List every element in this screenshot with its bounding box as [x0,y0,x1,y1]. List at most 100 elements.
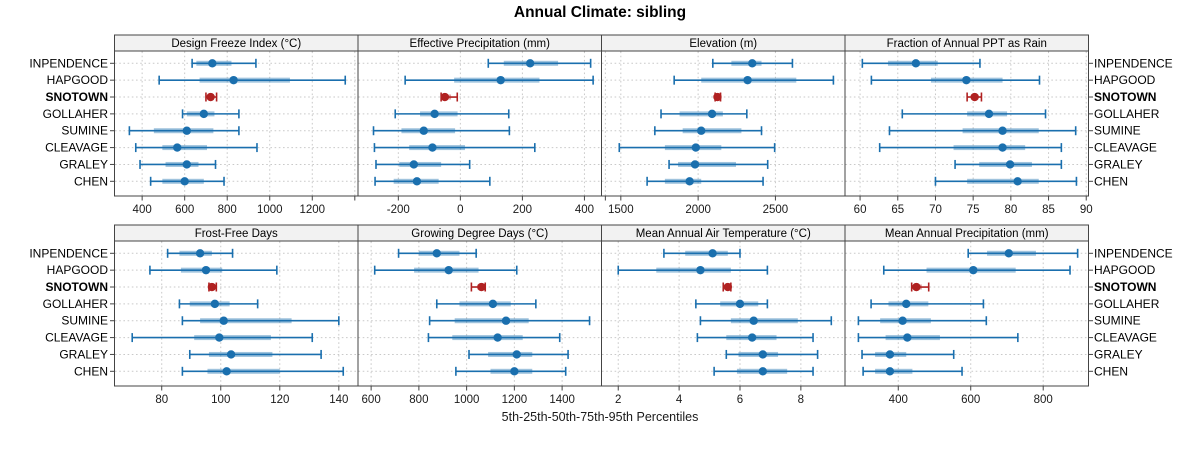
station-label-left: SNOTOWN [46,280,108,294]
x-tick-label: 60 [854,204,867,216]
median-dot [969,265,978,275]
median-dot [912,282,921,292]
median-dot [229,75,238,85]
x-tick-label: 800 [218,204,237,216]
median-dot [903,333,912,342]
x-tick-label: 800 [1034,394,1053,406]
median-dot [195,249,205,258]
median-dot [510,367,519,376]
station-label-right: CHEN [1094,364,1128,378]
median-dot [432,249,441,258]
iqr-band [409,145,466,151]
panel-body [114,50,359,197]
median-dot [182,160,192,169]
station-label-left: CHEN [74,364,108,378]
station-label-left: GRALEY [59,157,108,171]
median-dot [984,109,994,119]
x-tick-label: 80 [1004,204,1017,216]
x-tick-label: 200 [513,204,532,216]
median-dot [206,92,215,102]
x-tick-label: 90 [1080,204,1093,216]
x-tick-label: 120 [270,394,289,406]
median-dot [685,177,694,186]
iqr-band [454,318,529,324]
median-dot [428,143,437,152]
x-tick-label: 1000 [454,394,480,406]
station-label-right: CHEN [1094,174,1128,188]
median-dot [182,126,192,135]
median-dot [758,367,768,376]
median-dot [501,316,511,325]
iqr-band [738,351,779,357]
median-dot [440,92,450,102]
station-label-right: HAPGOOD [1094,73,1156,87]
median-dot [735,299,745,309]
median-dot [477,282,486,292]
panel-strip-title: Frost-Free Days [195,228,278,240]
iqr-band [953,145,1026,151]
station-label-left: CLEAVAGE [45,331,108,345]
x-tick-label: 1200 [299,204,325,216]
median-dot [713,92,722,102]
median-dot [430,109,439,119]
x-tick-label: 85 [1042,204,1055,216]
x-tick-label: 80 [155,394,168,406]
median-dot [180,177,189,186]
median-dot [493,333,502,342]
station-label-left: CLEAVAGE [45,141,108,155]
panel-body [601,240,846,387]
median-dot [488,299,498,309]
median-dot [697,126,706,135]
panel-strip-title: Mean Annual Precipitation (mm) [885,228,1049,240]
station-label-left: SUMINE [61,124,108,138]
median-dot [226,350,236,359]
median-dot [1013,177,1022,186]
iqr-band [199,77,290,83]
median-dot [998,143,1007,152]
station-label-right: GOLLAHER [1094,107,1160,121]
panel-strip-title: Effective Precipitation (mm) [410,38,551,50]
station-label-left: GRALEY [59,347,108,361]
station-label-right: INPENDENCE [1094,56,1173,70]
x-tick-label: 600 [362,394,381,406]
panel-body [357,240,602,387]
station-label-right: CLEAVAGE [1094,141,1157,155]
median-dot [173,143,182,152]
median-dot [199,109,209,119]
iqr-band [967,178,1039,184]
median-dot [409,160,419,169]
iqr-band [162,145,208,151]
median-dot [747,333,757,342]
iqr-band [180,267,223,273]
station-label-right: SUMINE [1094,124,1141,138]
panel-body [114,240,359,387]
iqr-band [179,250,212,256]
median-dot [525,59,535,68]
iqr-band [685,250,728,256]
iqr-band [488,351,533,357]
panel-body [357,50,602,197]
x-tick-label: -200 [387,204,410,216]
station-label-left: INPENDENCE [29,56,108,70]
x-tick-label: 65 [891,204,904,216]
x-tick-label: 600 [175,204,194,216]
x-tick-label: 600 [961,394,980,406]
median-dot [219,316,228,325]
median-dot [419,126,428,135]
median-dot [707,109,717,119]
station-label-right: GRALEY [1094,347,1143,361]
iqr-band [678,161,737,167]
median-dot [210,299,220,309]
station-label-left: HAPGOOD [47,73,109,87]
panel-body [601,50,846,197]
median-dot [444,265,453,275]
panel-strip-title: Mean Annual Air Temperature (°C) [636,228,811,240]
panel-body [844,240,1089,387]
iqr-band [656,267,731,273]
station-label-left: INPENDENCE [29,246,108,260]
iqr-band [452,335,523,341]
median-dot [690,160,700,169]
station-label-left: CHEN [74,174,108,188]
station-label-right: CLEAVAGE [1094,331,1157,345]
median-dot [512,350,521,359]
